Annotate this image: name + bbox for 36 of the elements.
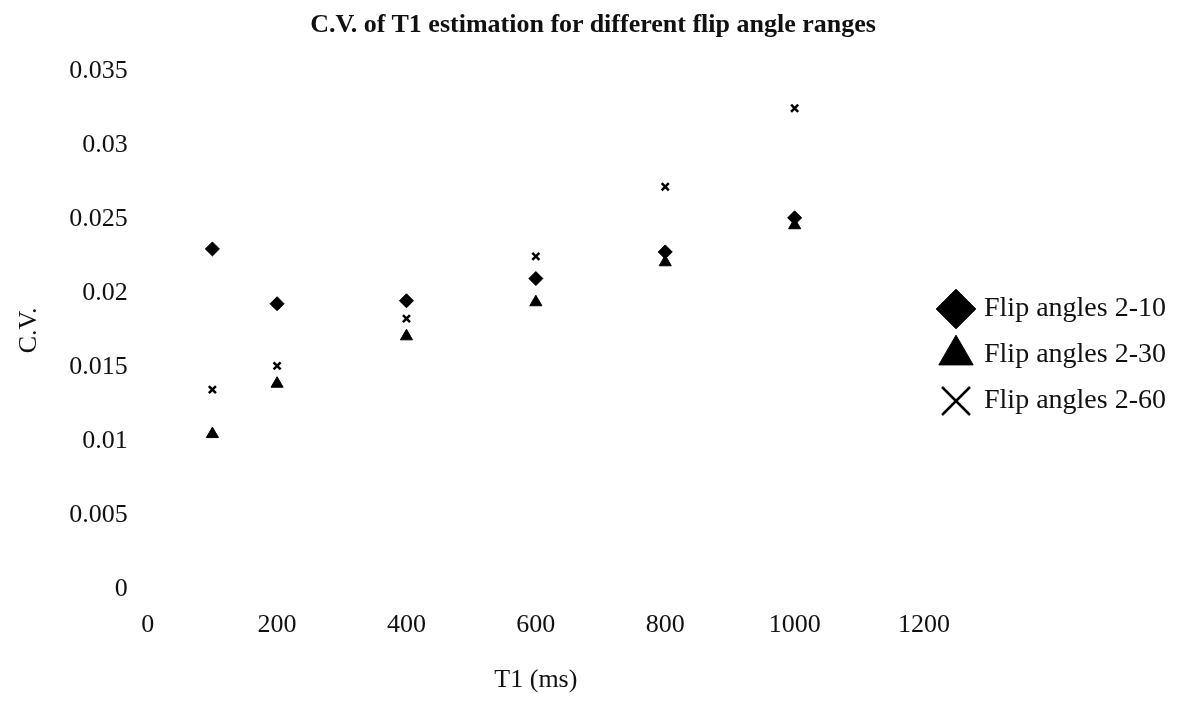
x-tick-label: 1200	[898, 609, 951, 639]
y-tick-label: 0.025	[69, 203, 128, 233]
x-tick-label: 600	[516, 609, 556, 639]
y-tick-label: 0	[114, 573, 128, 603]
x-tick-label: 0	[141, 609, 155, 639]
point	[207, 384, 218, 395]
chart-title: C.V. of T1 estimation for different flip angle ranges	[310, 9, 876, 39]
y-tick-label: 0.03	[82, 129, 128, 159]
y-tick-label: 0.015	[69, 351, 128, 381]
point	[529, 294, 543, 307]
point	[270, 376, 284, 388]
point	[204, 241, 220, 257]
x-tick-label: 1000	[768, 609, 821, 639]
point	[660, 181, 671, 192]
point	[399, 328, 414, 341]
point	[531, 251, 541, 262]
y-tick-label: 0.02	[82, 277, 128, 307]
y-axis-title: C.V.	[13, 307, 43, 354]
y-tick-label: 0.005	[69, 499, 128, 529]
x-tick-label: 800	[645, 609, 685, 639]
x-tick-label: 200	[257, 609, 297, 639]
point	[528, 271, 544, 287]
point	[789, 103, 800, 114]
x-tick-label: 400	[386, 609, 426, 639]
point	[398, 293, 414, 309]
point	[657, 244, 673, 260]
point	[205, 426, 219, 439]
point	[401, 313, 412, 324]
point	[272, 361, 282, 371]
legend-label: Flip angles 2-60	[984, 383, 1167, 415]
y-tick-label: 0.035	[69, 55, 128, 85]
legend-label: Flip angles 2-10	[984, 291, 1167, 323]
legend-label: Flip angles 2-30	[984, 337, 1167, 369]
x-axis-title: T1 (ms)	[494, 664, 578, 694]
point	[269, 296, 285, 312]
y-tick-label: 0.01	[82, 425, 128, 455]
